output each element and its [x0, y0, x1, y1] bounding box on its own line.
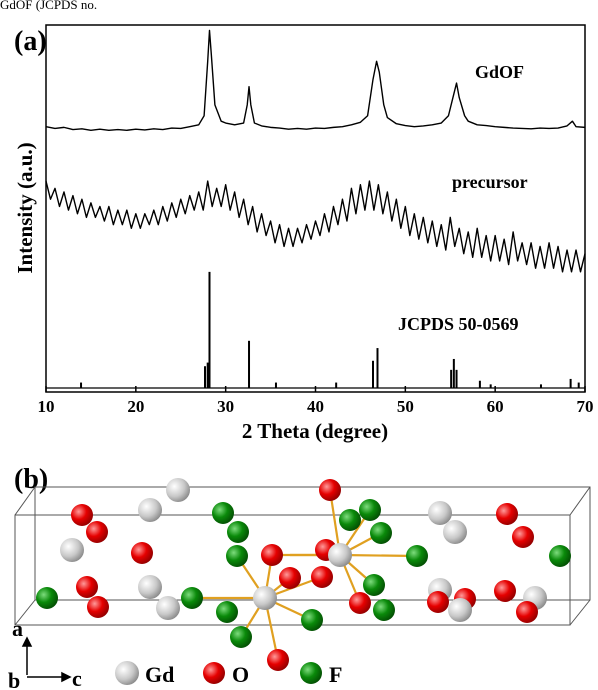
atom	[181, 587, 203, 609]
atom	[138, 498, 162, 522]
atom	[494, 580, 516, 602]
atom	[230, 626, 252, 648]
atom	[216, 601, 238, 623]
axis-label: a	[12, 616, 23, 641]
legend-label: O	[232, 662, 249, 687]
axis-label: c	[72, 666, 82, 690]
unit-cell	[14, 486, 591, 626]
atom	[448, 598, 472, 622]
x-tick-label: 60	[487, 397, 504, 416]
panel-label: (b)	[14, 464, 48, 495]
x-tick-label: 20	[127, 397, 144, 416]
atom	[227, 521, 249, 543]
legend-label: F	[329, 662, 342, 687]
atom	[267, 649, 289, 671]
atom	[76, 576, 98, 598]
atom	[166, 478, 190, 502]
x-tick-label: 40	[307, 397, 324, 416]
atom	[311, 566, 333, 588]
legend-swatch	[115, 661, 139, 685]
x-tick-label: 10	[38, 397, 55, 416]
atom	[427, 591, 449, 613]
atom	[328, 543, 352, 567]
atom	[373, 599, 395, 621]
bond	[339, 553, 418, 558]
pattern-line	[45, 180, 586, 273]
pattern-line	[45, 29, 586, 131]
atom	[516, 601, 538, 623]
caption: GdOF (JCPDS no.	[0, 0, 97, 12]
atom	[406, 545, 428, 567]
atom	[138, 575, 162, 599]
x-tick-label: 50	[397, 397, 414, 416]
atom	[443, 520, 467, 544]
atom	[60, 538, 84, 562]
atom	[131, 542, 153, 564]
series-label: JCPDS 50-0569	[398, 314, 519, 334]
atom	[496, 503, 518, 525]
series-label: GdOF	[475, 62, 524, 82]
atom	[156, 596, 180, 620]
crystal-structure: (b) a b c Gd O F	[8, 464, 591, 690]
atom	[253, 586, 277, 610]
panel-label: (a)	[14, 26, 47, 57]
xrd-plot: (a) 2 Theta (degree) Intensity (a.u.) 10…	[13, 24, 594, 443]
atom	[87, 596, 109, 618]
x-axis-label: 2 Theta (degree)	[242, 419, 388, 443]
x-tick-label: 70	[577, 397, 594, 416]
atom	[212, 502, 234, 524]
legend-swatch	[203, 662, 225, 684]
legend-label: Gd	[145, 662, 174, 687]
atom	[86, 521, 108, 543]
atoms	[36, 478, 571, 671]
series-label: precursor	[452, 172, 528, 192]
atom	[359, 499, 381, 521]
atom	[370, 522, 392, 544]
atom	[71, 504, 93, 526]
atom	[226, 545, 248, 567]
atom	[549, 545, 571, 567]
atom	[261, 544, 283, 566]
atom	[36, 587, 58, 609]
atom	[279, 567, 301, 589]
axis-label: b	[8, 668, 20, 690]
atom	[349, 592, 371, 614]
atom	[319, 479, 341, 501]
legend-swatch	[300, 662, 322, 684]
atom	[363, 574, 385, 596]
atom	[301, 609, 323, 631]
atom	[512, 526, 534, 548]
axis-glyph	[21, 636, 72, 683]
atom	[428, 501, 452, 525]
atom	[339, 509, 361, 531]
x-tick-label: 30	[217, 397, 234, 416]
y-axis-label: Intensity (a.u.)	[13, 142, 37, 273]
